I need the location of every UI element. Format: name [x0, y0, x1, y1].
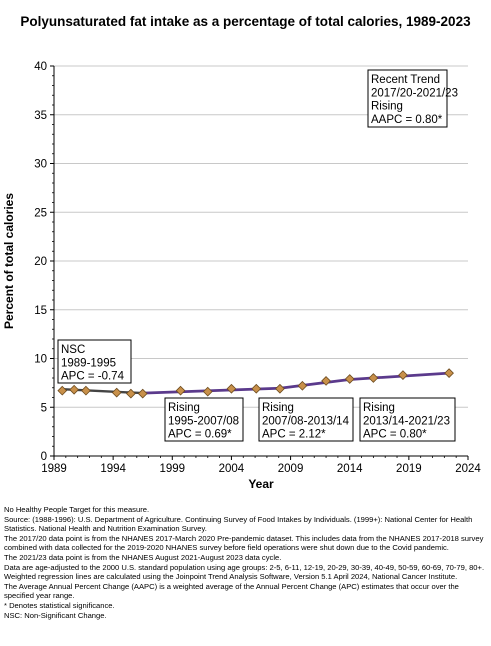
data-point [297, 380, 308, 391]
annotation-line: AAPC = 0.80* [371, 114, 443, 126]
footnote-line: Weighted regression lines are calculated… [4, 572, 458, 582]
data-markers [57, 368, 454, 399]
x-tick-label: 2024 [455, 463, 481, 475]
y-tick-label: 20 [34, 256, 47, 268]
y-tick-label: 40 [34, 61, 47, 73]
annotation-line: 1995-2007/08 [168, 415, 239, 427]
footnote-line: Source: (1988-1996): U.S. Department of … [4, 514, 473, 534]
data-point [398, 370, 408, 380]
data-point [368, 373, 379, 383]
annotation-frame [57, 339, 132, 384]
y-tick-label: 5 [41, 402, 47, 414]
axes [50, 65, 469, 460]
x-tick-label: 2019 [396, 463, 422, 475]
x-tick-label: 1989 [41, 463, 67, 475]
data-point [344, 374, 355, 384]
x-tick-label: 1999 [159, 463, 185, 475]
y-tick-label: 25 [34, 207, 47, 219]
annotation-line: 2013/14-2021/23 [363, 415, 450, 427]
y-tick-label: 0 [41, 451, 47, 463]
annotation-frame [359, 397, 456, 442]
annotation-line: APC = 0.69* [168, 429, 232, 441]
data-point [69, 384, 79, 395]
data-point [111, 387, 122, 398]
y-tick-label: 30 [34, 159, 47, 171]
data-point [202, 386, 213, 397]
chart-svg: 0 5 10 15 20 25 30 35 40 1989 1994 1999 2004 2009 2014… [2, 61, 481, 491]
y-tick-label: 15 [34, 305, 47, 317]
footnote-line: The Average Annual Percent Change (AAPC)… [4, 581, 459, 601]
data-point [444, 368, 454, 378]
data-point [57, 385, 68, 396]
data-point [175, 385, 186, 396]
y-tick-label: 10 [34, 354, 47, 366]
annotation-line: Rising [168, 402, 200, 414]
x-axis-label: Year [248, 477, 274, 491]
annotation-line: Rising [363, 402, 395, 414]
annotation-line: 2017/20-2021/23 [371, 87, 458, 99]
annotation-line: APC = -0.74 [61, 371, 125, 383]
annotation-line: Recent Trend [371, 74, 440, 86]
annotation-line: Rising [371, 101, 403, 113]
tick-labels: 0 5 10 15 20 25 30 35 40 1989 1994 1999 2004 2009 2014… [34, 61, 481, 475]
data-point [251, 383, 262, 394]
annotation-frame [164, 397, 244, 442]
x-tick-label: 2004 [219, 463, 245, 475]
annotation-line: 2007/08-2013/14 [262, 415, 350, 427]
x-tick-label: 2014 [337, 463, 363, 475]
annotation-line: 1989-1995 [61, 357, 116, 369]
footnote-line: Data are age-adjusted to the 2000 U.S. s… [4, 562, 485, 572]
annotation-line: APC = 2.12* [262, 429, 326, 441]
annotation-line: NSC [61, 344, 85, 356]
data-point [275, 383, 285, 394]
data-point [226, 383, 237, 394]
footnote-line: The 2017/20 data point is from the NHANE… [4, 533, 484, 553]
data-point [126, 388, 136, 399]
footnote-line: NSC: Non-Significant Change. [4, 610, 107, 620]
annotation-line: Rising [262, 402, 294, 414]
data-point [321, 376, 331, 386]
footnotes: No Healthy People Target for this measur… [4, 505, 488, 620]
x-tick-label: 2009 [278, 463, 304, 475]
footnote-line: No Healthy People Target for this measur… [4, 505, 150, 514]
annotation-frame [367, 69, 448, 128]
data-point [81, 385, 91, 396]
annotation-frame [258, 397, 354, 442]
annotation-line: APC = 0.80* [363, 429, 427, 441]
chart-title: Polyunsaturated fat intake as a percenta… [20, 14, 471, 29]
footnote-line: The 2021/23 data point is from the NHANE… [4, 552, 282, 562]
footnote-line: * Denotes statistical significance. [4, 600, 115, 610]
y-axis-label: Percent of total calories [2, 193, 16, 329]
x-tick-label: 1994 [100, 463, 126, 475]
y-tick-label: 35 [34, 110, 47, 122]
data-point [137, 388, 148, 399]
